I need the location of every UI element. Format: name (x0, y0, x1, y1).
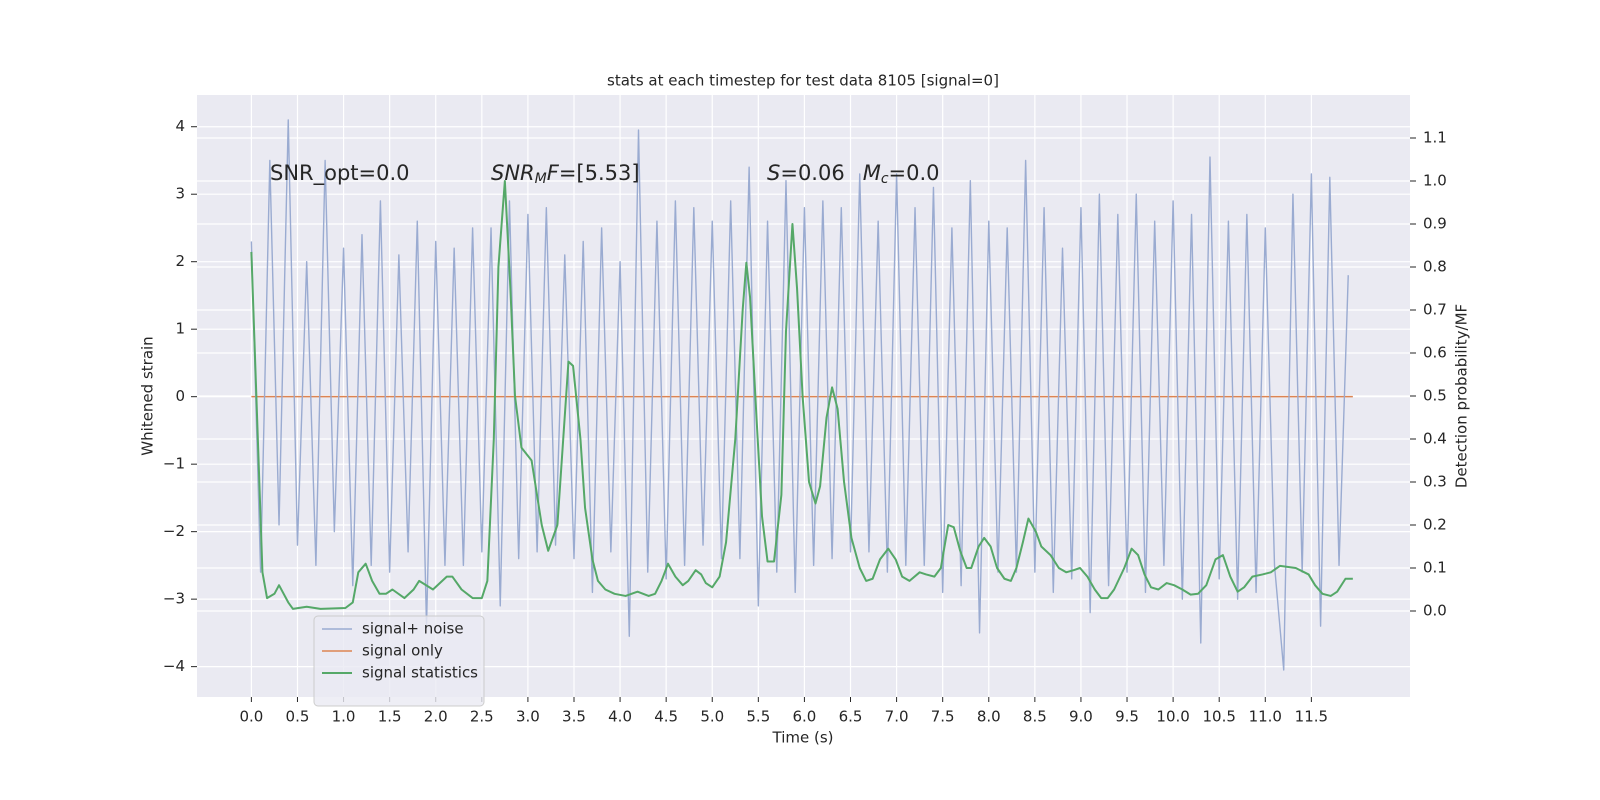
annotation-subscript: c (881, 171, 889, 187)
legend-label: signal only (362, 642, 443, 660)
x-tick-label: 2.5 (470, 708, 494, 726)
y-axis-label: Whitened strain (139, 336, 157, 455)
x-tick-label: 10.5 (1202, 708, 1235, 726)
x-tick-label: 4.0 (608, 708, 632, 726)
axes: 0.0 0.5 1.0 1.5 2.0 2.5 3.0 3.5 4.0 4.5 5.0 5.5 6.0 6… (163, 117, 1447, 725)
x-tick-label: 0.0 (239, 708, 263, 726)
plot-area (250, 119, 1353, 671)
x-tick-label: 8.5 (1023, 708, 1047, 726)
x-tick-label: 1.0 (332, 708, 356, 726)
y-tick-label: 1 (175, 320, 185, 338)
y-tick-label: 4 (175, 117, 185, 135)
x-tick-label: 6.0 (792, 708, 816, 726)
y-tick-label: 2 (175, 252, 185, 270)
y2-tick-label: 0.5 (1423, 387, 1447, 405)
annotation: SNR_opt=0.0 (270, 161, 410, 186)
annotation-text: M (863, 161, 881, 185)
y2-tick-label: 0.3 (1423, 473, 1447, 491)
annotation-text: F (547, 161, 560, 185)
y-tick-label: −4 (163, 657, 185, 675)
legend-box (313, 615, 485, 707)
annotation-text: S (767, 161, 780, 185)
x-tick-label: 3.5 (562, 708, 586, 726)
x-tick-label: 11.5 (1295, 708, 1328, 726)
x-tick-label: 5.5 (746, 708, 770, 726)
annotation-text: =[5.53] (559, 161, 640, 185)
annotation-text: SNR (491, 161, 535, 185)
x-tick-label: 5.0 (700, 708, 724, 726)
y2-axis-label: Detection probability/MF (1453, 304, 1471, 488)
y-tick-label: −3 (163, 590, 185, 608)
legend-label: signal+ noise (362, 620, 464, 638)
x-tick-label: 10.0 (1156, 708, 1189, 726)
annotation: SNRMF=[5.53] (491, 161, 640, 187)
x-tick-label: 3.0 (516, 708, 540, 726)
legend: signal+ noise signal only signal statistic… (313, 615, 485, 707)
annotation-text: =0.0 (889, 161, 940, 185)
x-tick-label: 0.5 (286, 708, 310, 726)
legend-label: signal statistics (362, 664, 478, 682)
chart-title: stats at each timestep for test data 810… (607, 72, 999, 90)
x-tick-label: 6.5 (839, 708, 863, 726)
y2-tick-label: 1.1 (1423, 129, 1447, 147)
series-line (250, 119, 1349, 671)
x-tick-label: 4.5 (654, 708, 678, 726)
series-line (250, 180, 1353, 610)
y2-tick-label: 0.2 (1423, 516, 1447, 534)
annotation: S=0.06 Mc=0.0 (767, 161, 940, 187)
y2-tick-label: 1.0 (1423, 172, 1447, 190)
annotation-subscript: M (535, 171, 547, 187)
x-axis-label: Time (s) (772, 729, 834, 747)
y-tick-label: 3 (175, 185, 185, 203)
y-tick-label: −2 (163, 522, 185, 540)
y-tick-label: 0 (175, 387, 185, 405)
y2-tick-label: 0.0 (1423, 602, 1447, 620)
x-tick-label: 9.0 (1069, 708, 1093, 726)
y2-tick-label: 0.1 (1423, 559, 1447, 577)
x-tick-label: 8.0 (977, 708, 1001, 726)
y2-tick-label: 0.4 (1423, 430, 1447, 448)
annotation-text: =0.06 (780, 161, 844, 185)
x-tick-label: 7.0 (885, 708, 909, 726)
x-tick-label: 7.5 (931, 708, 955, 726)
y2-tick-label: 0.8 (1423, 258, 1447, 276)
y2-tick-label: 0.7 (1423, 301, 1447, 319)
x-tick-label: 1.5 (378, 708, 402, 726)
y2-tick-label: 0.6 (1423, 344, 1447, 362)
y2-tick-label: 0.9 (1423, 215, 1447, 233)
annotation-text: SNR_opt=0.0 (270, 161, 410, 186)
y-tick-label: −1 (163, 455, 185, 473)
x-tick-label: 9.5 (1115, 708, 1139, 726)
x-tick-label: 2.0 (424, 708, 448, 726)
x-tick-label: 11.0 (1249, 708, 1282, 726)
